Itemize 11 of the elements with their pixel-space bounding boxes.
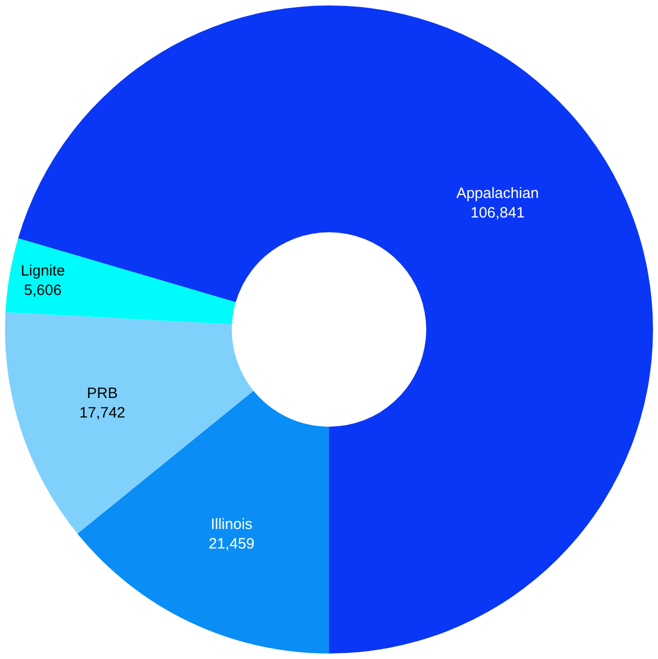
slice-label: Appalachian xyxy=(456,185,539,202)
slice-label: PRB xyxy=(86,384,118,402)
slice-label: Lignite xyxy=(20,262,65,280)
donut-slice xyxy=(18,6,653,654)
data-label: 17,742 xyxy=(79,404,126,422)
donut-slice xyxy=(5,238,236,324)
donut-slice xyxy=(5,312,254,534)
data-label: 5,606 xyxy=(24,282,62,299)
data-label: 21,459 xyxy=(208,535,255,552)
data-label: 106,841 xyxy=(470,204,525,222)
slice-label: Illinois xyxy=(210,516,252,533)
